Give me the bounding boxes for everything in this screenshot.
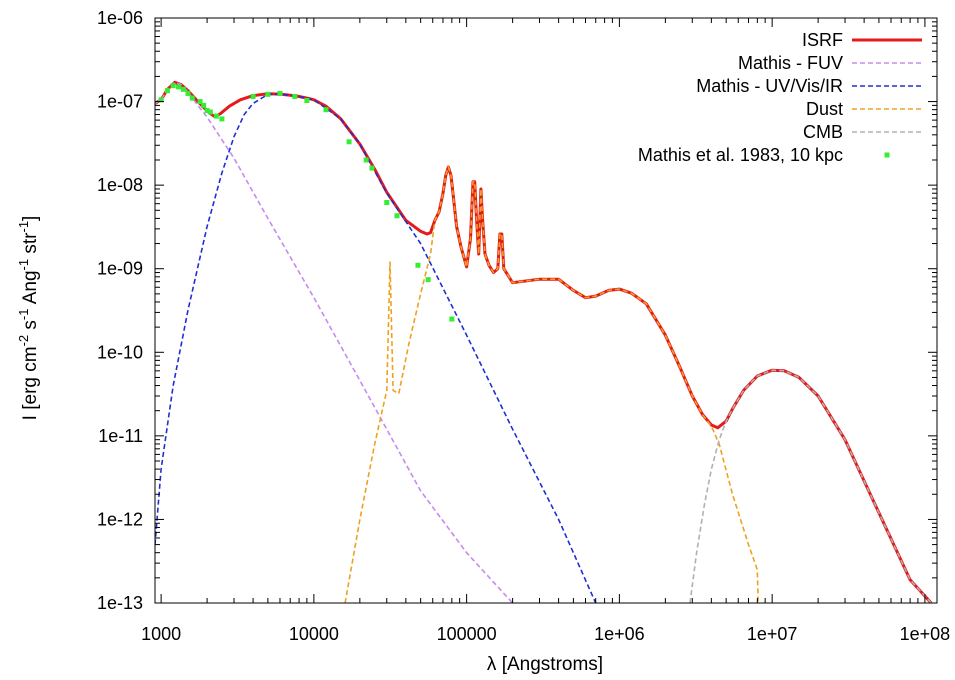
legend: ISRF Mathis - FUV Mathis - UV/Vis/IR Dust CM…: [638, 30, 922, 165]
legend-label: Mathis et al. 1983, 10 kpc: [638, 145, 843, 165]
legend-label: Mathis - FUV: [738, 53, 843, 73]
data-point: [197, 99, 203, 105]
data-point: [304, 97, 310, 103]
series-line-cmb: [689, 369, 932, 603]
data-point: [164, 88, 170, 94]
y-tick-label: 1e-07: [97, 92, 143, 112]
data-point: [363, 157, 369, 163]
data-point: [384, 199, 390, 205]
data-point: [265, 91, 271, 97]
legend-label: ISRF: [802, 30, 843, 50]
legend-label: Mathis - UV/Vis/IR: [696, 76, 843, 96]
data-point: [180, 86, 186, 92]
y-tick-label: 1e-13: [97, 593, 143, 613]
series-layer: [155, 80, 933, 603]
data-point: [189, 95, 195, 101]
x-tick-label: 1e+07: [747, 624, 798, 644]
axes-layer: 1000 10000 100000 1e+06 1e+07 1e+08 1e-06 1e-07…: [97, 8, 950, 644]
x-tick-label: 100000: [437, 624, 497, 644]
legend-marker: [884, 152, 890, 158]
y-tick-label: 1e-09: [97, 259, 143, 279]
data-point: [415, 262, 421, 268]
y-axis-label: I [erg cm-2 s-1 Ang-1 str-1]: [16, 216, 41, 421]
x-tick-label: 1e+08: [900, 624, 951, 644]
series-line-mathis-uv-vis-ir: [155, 93, 597, 603]
data-point: [204, 108, 210, 114]
y-tick-label: 1e-06: [97, 8, 143, 28]
plot-frame: [154, 17, 938, 604]
legend-label: CMB: [803, 122, 843, 142]
series-mathis-et-al-1983-10-kpc: [158, 83, 455, 322]
legend-label: Dust: [806, 99, 843, 119]
data-point: [250, 93, 256, 99]
y-tick-label: 1e-11: [98, 426, 143, 446]
x-tick-label: 1e+06: [594, 624, 645, 644]
y-tick-label: 1e-10: [97, 342, 143, 362]
data-point: [207, 109, 213, 115]
x-tick-label: 10000: [289, 624, 339, 644]
data-point: [323, 107, 329, 113]
data-point: [185, 90, 191, 96]
data-point: [170, 83, 176, 89]
data-point: [394, 213, 400, 219]
data-point: [201, 102, 207, 108]
data-point: [425, 277, 431, 283]
data-point: [369, 165, 375, 171]
series-line-mathis-fuv: [155, 81, 514, 603]
data-point: [176, 84, 182, 90]
y-tick-label: 1e-12: [97, 509, 143, 529]
series-line-dust: [344, 166, 759, 603]
data-point: [346, 139, 352, 145]
data-point: [219, 116, 225, 122]
data-point: [449, 316, 455, 322]
data-point: [158, 97, 164, 103]
data-point: [213, 113, 219, 119]
data-point: [292, 93, 298, 99]
x-tick-label: 1000: [141, 624, 181, 644]
y-tick-label: 1e-08: [97, 175, 143, 195]
x-axis-label: λ [Angstroms]: [487, 654, 603, 675]
data-point: [277, 90, 283, 96]
